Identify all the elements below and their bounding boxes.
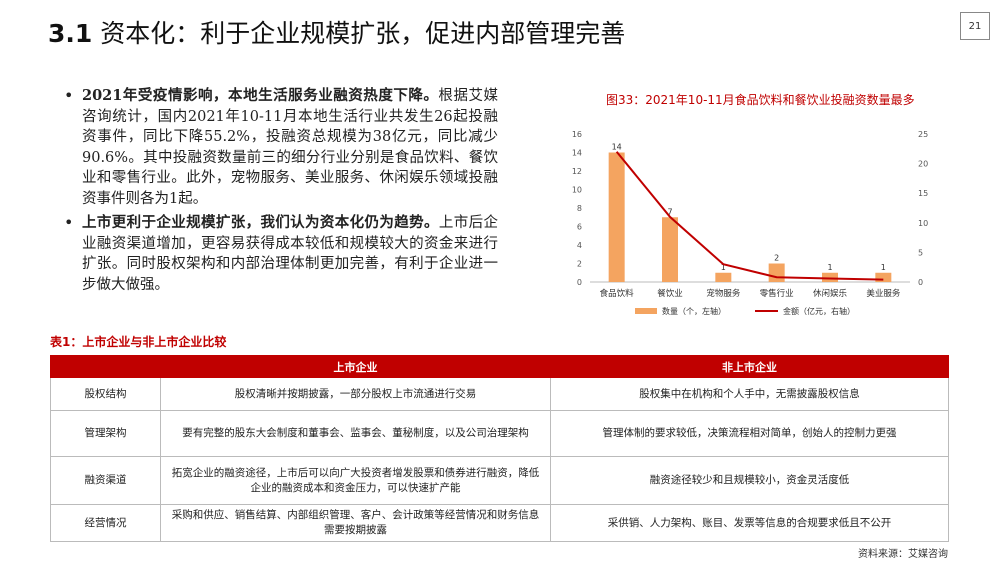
bullet-2-text: 上市后企业融资渠道增加，更容易获得成本较低和规模较大的资金来进行扩张。同时股权架… [82,215,499,293]
unlisted-cell: 管理体制的要求较低，决策流程相对简单，创始人的控制力更强 [550,410,949,457]
y-left-tick-label: 2 [577,260,582,269]
legend-label: 数量（个，左轴） [662,306,726,316]
bar [875,272,892,282]
table-row: 股权结构 股权清晰并按期披露，一部分股权上市流通进行交易 股权集中在机构和个人手… [50,377,949,411]
header-cell-empty [50,355,161,378]
bar-data-label: 7 [667,207,672,216]
bar-line-chart: 0 2 4 6 8 10 12 14 16 0 5 10 15 20 25 14 食品饮料 7 餐饮业 1 宠物服务 2 零… [572,130,928,316]
bar-data-label: 1 [721,263,726,272]
y-right-tick-label: 15 [918,189,928,198]
y-left-tick-label: 10 [572,186,582,195]
bar [768,263,785,282]
page-title: 3.1 资本化：利于企业规模扩张，促进内部管理完善 [48,14,625,50]
bar-data-label: 14 [612,143,622,152]
row-head-cell: 股权结构 [50,377,161,411]
y-right-tick-label: 20 [918,160,928,169]
table-row: 经营情况 采购和供应、销售结算、内部组织管理、客户、会计政策等经营情况和财务信息… [50,504,949,542]
legend-label: 金额（亿元，右轴） [783,306,855,316]
header-cell-unlisted: 非上市企业 [550,355,949,378]
bar [822,272,838,282]
bullet-2-bold: 上市更利于企业规模扩张，我们认为资本化仍为趋势。 [82,214,439,231]
bullet-item-2: 上市更利于企业规模扩张，我们认为资本化仍为趋势。上市后企业融资渠道增加，更容易获… [62,213,498,295]
y-left-tick-label: 14 [572,149,582,158]
bullet-1-bold: 2021年受疫情影响，本地生活服务业融资热度下降。 [82,87,439,104]
y-left-tick-label: 6 [577,223,582,232]
bar [608,152,625,282]
listed-cell: 拓宽企业的融资途径，上市后可以向广大投资者增发股票和债券进行融资，降低企业的融资… [160,456,551,505]
bar-data-label: 2 [774,254,779,263]
unlisted-cell: 融资途径较少和且规模较小，资金灵活度低 [550,456,949,505]
bar-data-label: 1 [881,263,886,272]
y-right-tick-label: 25 [918,130,928,139]
row-head-cell: 经营情况 [50,504,161,542]
page-number: 21 [960,12,990,40]
listed-cell: 采购和供应、销售结算、内部组织管理、客户、会计政策等经营情况和财务信息需要按期披… [160,504,551,542]
x-tick-label: 零售行业 [760,288,794,299]
y-left-tick-label: 16 [572,130,582,139]
x-tick-label: 餐饮业 [657,288,683,299]
x-tick-label: 休闲娱乐 [813,288,848,299]
table-header-row: 上市企业 非上市企业 [50,355,949,378]
table-caption: 表1：上市企业与非上市企业比较 [50,335,227,349]
y-left-tick-label: 8 [577,204,582,213]
unlisted-cell: 股权集中在机构和个人手中，无需披露股权信息 [550,377,949,411]
series-line [615,151,884,281]
x-tick-label: 宠物服务 [706,288,741,299]
y-right-tick-label: 5 [918,248,923,257]
unlisted-cell: 采供销、人力架构、账目、发票等信息的合规要求低且不公开 [550,504,949,542]
comparison-table: 上市企业 非上市企业 股权结构 股权清晰并按期披露，一部分股权上市流通进行交易 … [50,355,949,542]
source-note: 资料来源：艾媒咨询 [858,549,948,560]
bullet-item-1: 2021年受疫情影响，本地生活服务业融资热度下降。根据艾媒咨询统计，国内2021… [62,86,498,209]
row-head-cell: 融资渠道 [50,456,161,505]
x-tick-label: 美业服务 [866,288,901,299]
listed-cell: 要有完整的股东大会制度和董事会、监事会、董秘制度，以及公司治理架构 [160,410,551,457]
listed-cell: 股权清晰并按期披露，一部分股权上市流通进行交易 [160,377,551,411]
y-right-tick-label: 0 [918,278,923,287]
y-left-tick-label: 12 [572,167,582,176]
y-left-tick-label: 4 [577,241,582,250]
table-row: 融资渠道 拓宽企业的融资途径，上市后可以向广大投资者增发股票和债券进行融资，降低… [50,456,949,505]
table-row: 管理架构 要有完整的股东大会制度和董事会、监事会、董秘制度，以及公司治理架构 管… [50,410,949,457]
bullet-1-text: 根据艾媒咨询统计，国内2021年10-11月本地生活行业共发生26起投融资事件，… [82,88,498,207]
bullet-list: 2021年受疫情影响，本地生活服务业融资热度下降。根据艾媒咨询统计，国内2021… [62,86,498,299]
title-text: 资本化：利于企业规模扩张，促进内部管理完善 [100,19,626,48]
x-tick-label: 食品饮料 [600,288,635,299]
bar-data-label: 1 [827,263,832,272]
bar [662,217,678,282]
y-left-tick-label: 0 [577,278,582,287]
title-number: 3.1 [48,19,93,48]
header-cell-listed: 上市企业 [160,355,551,378]
y-right-tick-label: 10 [918,219,928,228]
row-head-cell: 管理架构 [50,410,161,457]
bar [715,272,732,282]
legend-bar-swatch [635,308,657,314]
chart-title: 图33：2021年10-11月食品饮料和餐饮业投融资数量最多 [606,93,915,107]
